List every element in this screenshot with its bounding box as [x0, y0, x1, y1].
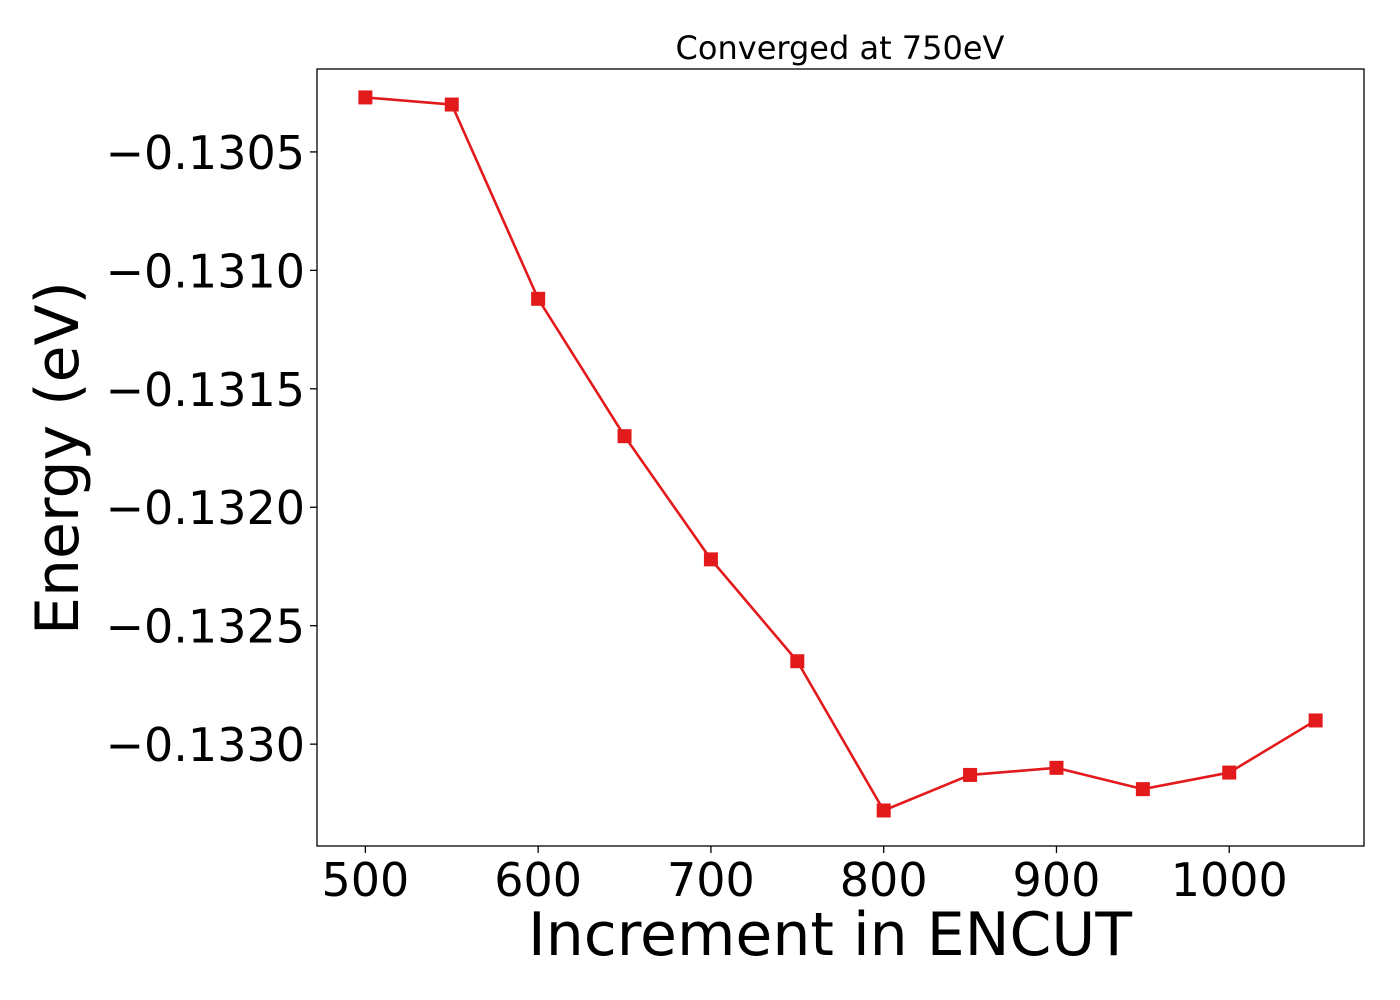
series-line: [365, 96, 1317, 812]
x-axis-label: Increment in ENCUT: [528, 900, 1132, 970]
data-point-marker: [1135, 782, 1150, 797]
y-axis-label: Energy (eV): [23, 281, 93, 635]
x-tick-label: 900: [1013, 853, 1101, 907]
plot-frame: [316, 68, 1365, 847]
y-tick-label: −0.1315: [106, 363, 306, 417]
data-point-marker: [876, 803, 891, 818]
data-point-marker: [1308, 713, 1323, 728]
plot-area: [358, 90, 1323, 818]
data-point-marker: [444, 97, 459, 112]
data-point-marker: [703, 552, 718, 567]
y-tick-label: −0.1310: [106, 244, 306, 298]
data-point-marker: [1049, 760, 1064, 775]
data-point-marker: [617, 429, 632, 444]
axis-ticks: 500 600 700 800 900 1000 −0.1305 −0.1310 −0.1315…: [106, 126, 1288, 907]
data-point-marker: [790, 654, 805, 669]
y-tick-label: −0.1320: [106, 481, 306, 535]
y-tick-label: −0.1305: [106, 126, 306, 180]
data-point-marker: [358, 90, 373, 105]
x-tick-label: 600: [494, 853, 582, 907]
x-tick-label: 500: [321, 853, 409, 907]
y-tick-label: −0.1330: [106, 718, 306, 772]
x-tick-label: 700: [667, 853, 755, 907]
data-point-marker: [531, 291, 546, 306]
data-point-marker: [1222, 765, 1237, 780]
x-tick-label: 1000: [1171, 853, 1288, 907]
y-tick-label: −0.1325: [106, 600, 306, 654]
data-point-marker: [963, 767, 978, 782]
x-tick-label: 800: [840, 853, 928, 907]
chart-title: Converged at 750eV: [676, 29, 1005, 67]
